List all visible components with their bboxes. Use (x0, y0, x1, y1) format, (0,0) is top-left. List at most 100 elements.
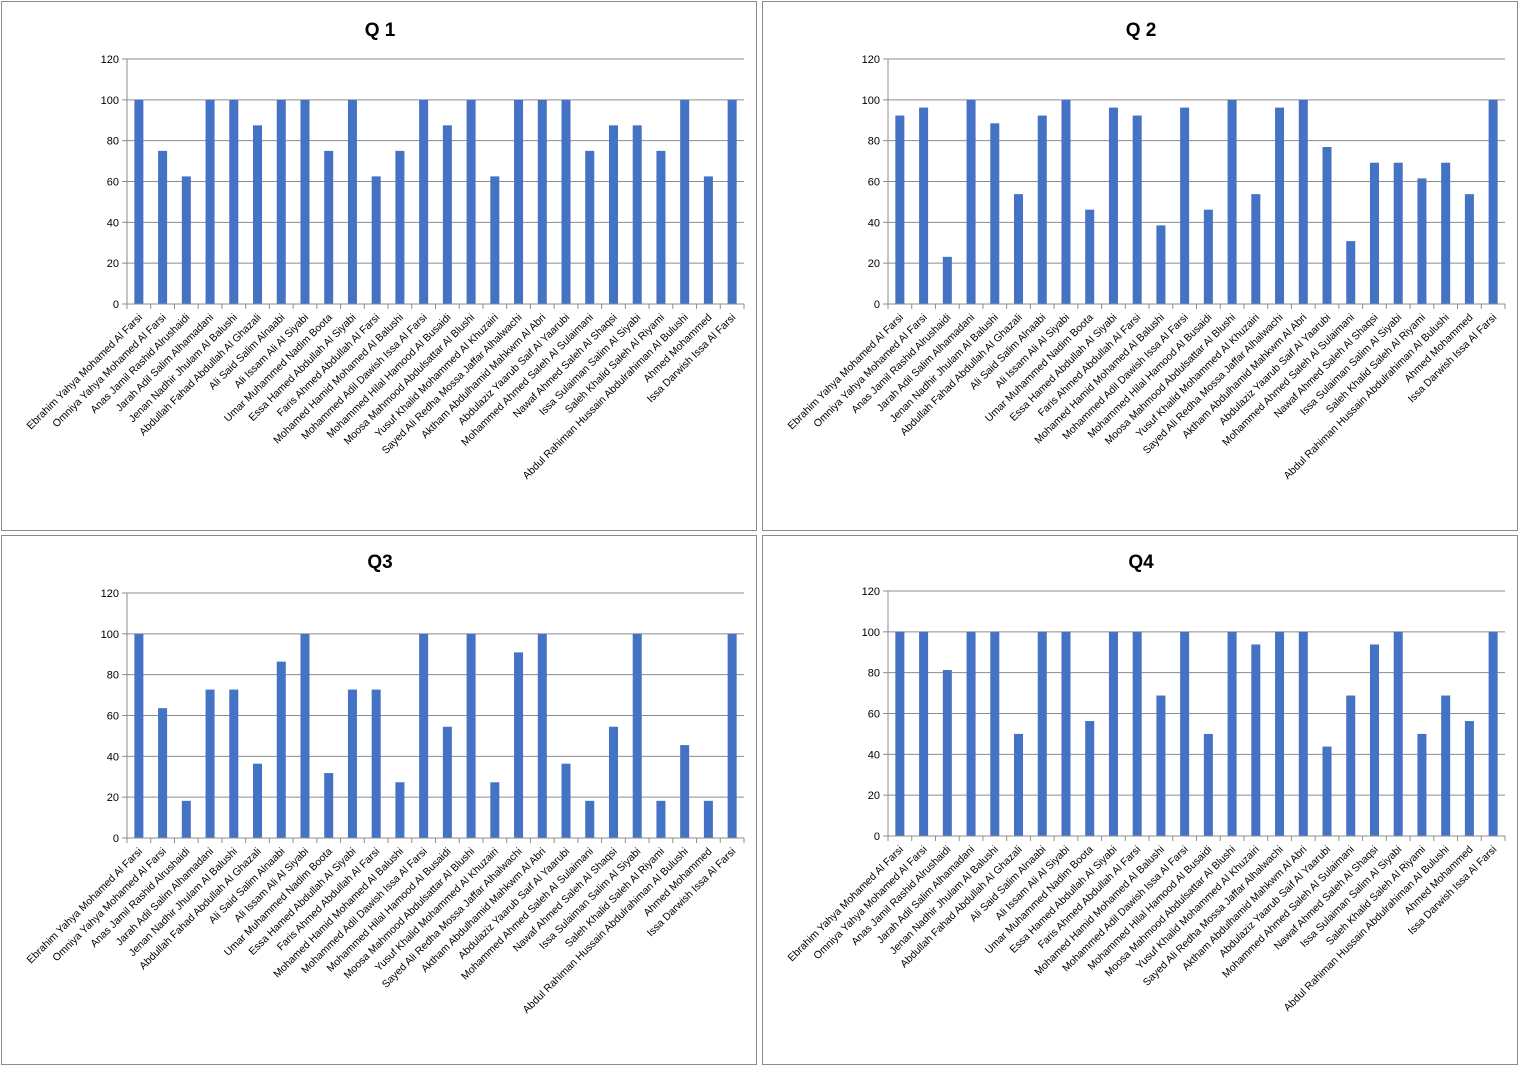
bar (680, 99, 690, 304)
bar (1488, 99, 1498, 304)
bar (966, 631, 976, 836)
y-tick-label: 20 (868, 258, 880, 270)
bar (181, 176, 191, 304)
bar (895, 631, 905, 836)
y-tick-label: 120 (862, 54, 880, 66)
bar (942, 670, 952, 836)
bar (632, 633, 642, 838)
bar (1369, 162, 1379, 304)
y-tick-label: 60 (868, 709, 880, 721)
bar (324, 773, 334, 838)
bar (1037, 631, 1047, 836)
y-tick-label: 60 (107, 177, 119, 189)
bar (1393, 162, 1403, 304)
bar (990, 631, 1000, 836)
bar (1180, 631, 1190, 836)
bar (1132, 631, 1142, 836)
bar (1322, 746, 1332, 836)
bar (1298, 99, 1308, 304)
bar (608, 125, 618, 305)
bar (919, 631, 929, 836)
bar (395, 150, 405, 304)
y-tick-label: 80 (868, 668, 880, 680)
bar (1085, 721, 1095, 836)
bar (990, 123, 1000, 304)
bar (1464, 721, 1474, 836)
bar (656, 800, 666, 838)
y-tick-label: 100 (101, 95, 119, 107)
bar (1180, 107, 1190, 304)
bar (1393, 631, 1403, 836)
bar (703, 176, 713, 304)
bar (1061, 99, 1071, 304)
bar (1488, 631, 1498, 836)
bar (561, 99, 571, 304)
chart-title-q2: Q 2 (1126, 20, 1157, 41)
y-tick-label: 120 (101, 54, 119, 66)
bar (632, 125, 642, 305)
chart-panel-q2: Q 2 0 20 40 60 80 100 120 Ebrahim Yahya Mohamed… (762, 1, 1518, 531)
bar (324, 150, 334, 304)
bar (466, 99, 476, 304)
y-tick-label: 20 (107, 792, 119, 804)
bar (585, 800, 595, 838)
bar (514, 99, 524, 304)
bar (253, 125, 263, 305)
bar (300, 99, 310, 304)
bar (1322, 146, 1332, 304)
bar (134, 99, 144, 304)
bar (300, 633, 310, 838)
chart-panel-q4: Q4 0 20 40 60 80 100 120 Ebrahim Yahya Mohamed … (762, 535, 1518, 1065)
bar (1203, 209, 1213, 304)
bar (276, 661, 286, 838)
bar (1156, 695, 1166, 836)
bar (537, 633, 547, 838)
y-tick-label: 0 (874, 831, 880, 843)
bar (276, 99, 286, 304)
bar (1014, 733, 1024, 836)
bar (1275, 631, 1285, 836)
y-tick-label: 100 (101, 629, 119, 641)
bar (490, 782, 500, 838)
y-tick-label: 40 (107, 751, 119, 763)
bar (1203, 733, 1213, 836)
bar (466, 633, 476, 838)
bar (680, 745, 690, 838)
y-tick-label: 40 (107, 217, 119, 229)
y-tick-label: 40 (868, 749, 880, 761)
y-tick-label: 20 (868, 790, 880, 802)
bar (229, 689, 239, 838)
bar (371, 689, 381, 838)
bar (919, 107, 929, 304)
bar (514, 652, 524, 838)
bar (1369, 644, 1379, 836)
bar (1346, 241, 1356, 304)
bar (205, 689, 215, 838)
bar (1227, 99, 1237, 304)
y-tick-label: 60 (107, 711, 119, 723)
y-tick-label: 120 (101, 588, 119, 600)
bar (703, 800, 713, 838)
bar (1251, 644, 1261, 836)
bar (727, 633, 737, 838)
bar (1227, 631, 1237, 836)
bar (1108, 107, 1118, 304)
bar (1156, 225, 1166, 304)
bar (656, 150, 666, 304)
y-tick-label: 100 (862, 95, 880, 107)
bar (966, 99, 976, 304)
bar (395, 782, 405, 838)
y-tick-label: 20 (107, 258, 119, 270)
bar (1037, 115, 1047, 304)
chart-title-q3: Q3 (367, 552, 392, 573)
bar (347, 689, 357, 838)
bar (134, 633, 144, 838)
bar (1464, 194, 1474, 304)
chart-title-q1: Q 1 (365, 20, 396, 41)
bar (205, 99, 215, 304)
bar (585, 150, 595, 304)
bar (181, 800, 191, 838)
bar (1014, 194, 1024, 304)
